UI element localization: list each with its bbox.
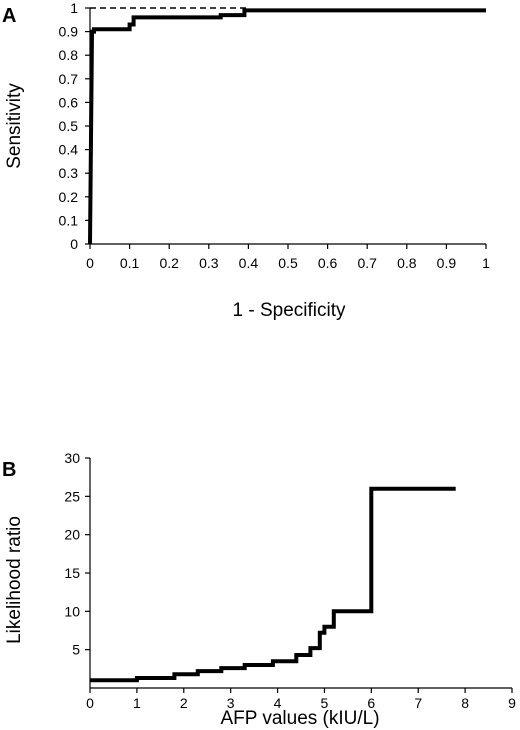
x-tick-label: 0.7 — [357, 255, 377, 271]
panel-a-x-ticks: 0 0.1 0.2 0.3 0.4 0.5 0.6 0.7 0.8 0.9 1 — [86, 244, 490, 271]
x-tick-label: 0.3 — [199, 255, 219, 271]
x-tick-label: 0 — [86, 255, 94, 271]
panel-b-label: B — [2, 459, 16, 481]
y-tick-label: 0.9 — [59, 24, 79, 40]
roc-curve — [88, 8, 486, 245]
panel-b-y-ticks: 5 10 15 20 25 30 — [64, 450, 90, 658]
panel-a-y-ticks: 0 0.1 0.2 0.3 0.4 0.5 0.6 0.7 0.8 0.9 1 — [59, 0, 90, 252]
y-tick-label: 0.2 — [59, 189, 79, 205]
x-tick-label: 0.8 — [397, 255, 417, 271]
panel-b: B 0 1 2 3 4 5 6 7 8 9 5 10 15 20 25 30 AFP values (kIU… — [2, 450, 516, 729]
x-tick-label: 2 — [180, 695, 188, 711]
y-tick-label: 0.4 — [59, 142, 79, 158]
y-tick-label: 0.5 — [59, 118, 79, 134]
y-tick-label: 0.1 — [59, 212, 79, 228]
y-tick-label: 30 — [64, 450, 80, 466]
panel-b-y-axis-label: Likelihood ratio — [4, 516, 25, 644]
y-tick-label: 0.7 — [59, 71, 79, 87]
y-tick-label: 0.6 — [59, 94, 79, 110]
x-tick-label: 7 — [414, 695, 422, 711]
likelihood-ratio-curve — [90, 486, 456, 683]
x-tick-label: 1 — [133, 695, 141, 711]
y-tick-label: 15 — [64, 565, 80, 581]
x-tick-label: 0 — [86, 695, 94, 711]
x-tick-label: 0.1 — [120, 255, 140, 271]
x-tick-label: 0.5 — [278, 255, 298, 271]
y-tick-label: 0 — [70, 236, 78, 252]
x-tick-label: 8 — [461, 695, 469, 711]
y-tick-label: 0.3 — [59, 165, 79, 181]
y-tick-label: 1 — [70, 0, 78, 16]
x-tick-label: 0.9 — [437, 255, 457, 271]
y-tick-label: 0.8 — [59, 47, 79, 63]
x-tick-label: 9 — [508, 695, 516, 711]
panel-a: A 0 0.1 0.2 0.3 0.4 0.5 0.6 0.7 0.8 0.9 1 00.10.20… — [2, 0, 490, 321]
x-tick-label: 0.4 — [239, 255, 259, 271]
panel-a-x-axis-label: 1 - Specificity — [233, 300, 346, 321]
x-tick-label: 6 — [367, 695, 375, 711]
panel-a-y-axis-label: Sensitivity — [4, 83, 25, 169]
x-tick-label: 0.2 — [159, 255, 179, 271]
panel-b-x-ticks: 0 1 2 3 4 5 6 7 8 9 — [86, 688, 516, 711]
panel-b-x-axis-label: AFP values (kIU/L) — [220, 708, 379, 729]
y-tick-label: 25 — [64, 488, 80, 504]
x-tick-label: 0.6 — [318, 255, 338, 271]
y-tick-label: 5 — [72, 642, 80, 658]
panel-a-label: A — [2, 5, 16, 27]
y-tick-label: 10 — [64, 603, 80, 619]
y-tick-label: 20 — [64, 527, 80, 543]
x-tick-label: 3 — [227, 695, 235, 711]
x-tick-label: 1 — [482, 255, 490, 271]
x-tick-label: 5 — [321, 695, 329, 711]
x-tick-label: 4 — [274, 695, 282, 711]
